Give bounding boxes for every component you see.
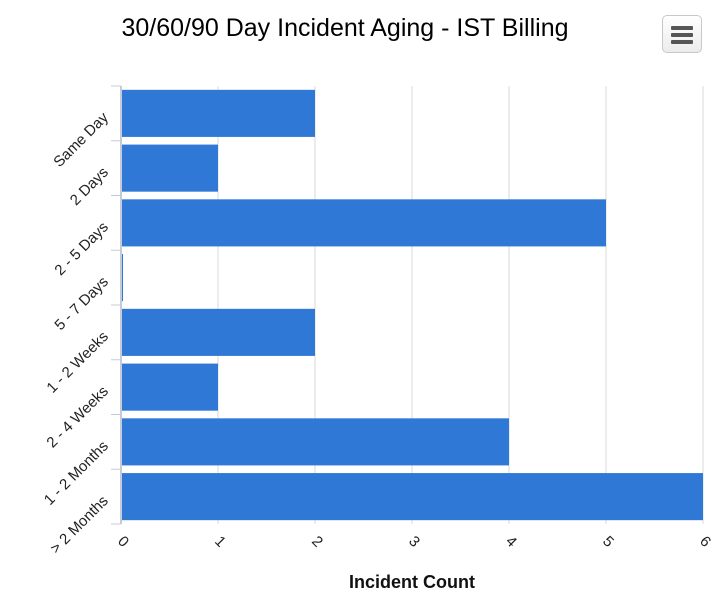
x-tick-label: 0	[114, 533, 132, 551]
category-label: 5 - 7 Days	[51, 273, 111, 333]
x-tick-labels: 0 1 2 3 4 5 6	[114, 533, 714, 551]
x-tick-label: 6	[696, 533, 714, 551]
hamburger-menu-icon[interactable]	[662, 15, 702, 53]
bar	[121, 418, 509, 466]
bar	[121, 308, 315, 356]
bar	[121, 144, 218, 192]
x-tick-label: 5	[599, 533, 617, 551]
chart-title: 30/60/90 Day Incident Aging - IST Billin…	[121, 14, 569, 42]
bar	[121, 363, 218, 411]
axes	[111, 85, 122, 525]
category-label: Same Day	[50, 109, 112, 171]
menu-line	[671, 26, 693, 30]
x-tick-label: 1	[211, 533, 229, 551]
x-tick-label: 4	[502, 533, 520, 551]
category-label: 2 Days	[67, 164, 112, 209]
x-tick-label: 3	[405, 533, 423, 551]
x-axis-title: Incident Count	[349, 572, 475, 592]
category-label: 2 - 5 Days	[51, 219, 111, 279]
menu-line	[671, 40, 693, 44]
bar	[121, 89, 315, 137]
menu-line	[671, 33, 693, 37]
bar	[121, 199, 606, 247]
x-tick-label: 2	[308, 533, 326, 551]
bars	[121, 89, 703, 521]
bar	[121, 473, 703, 521]
